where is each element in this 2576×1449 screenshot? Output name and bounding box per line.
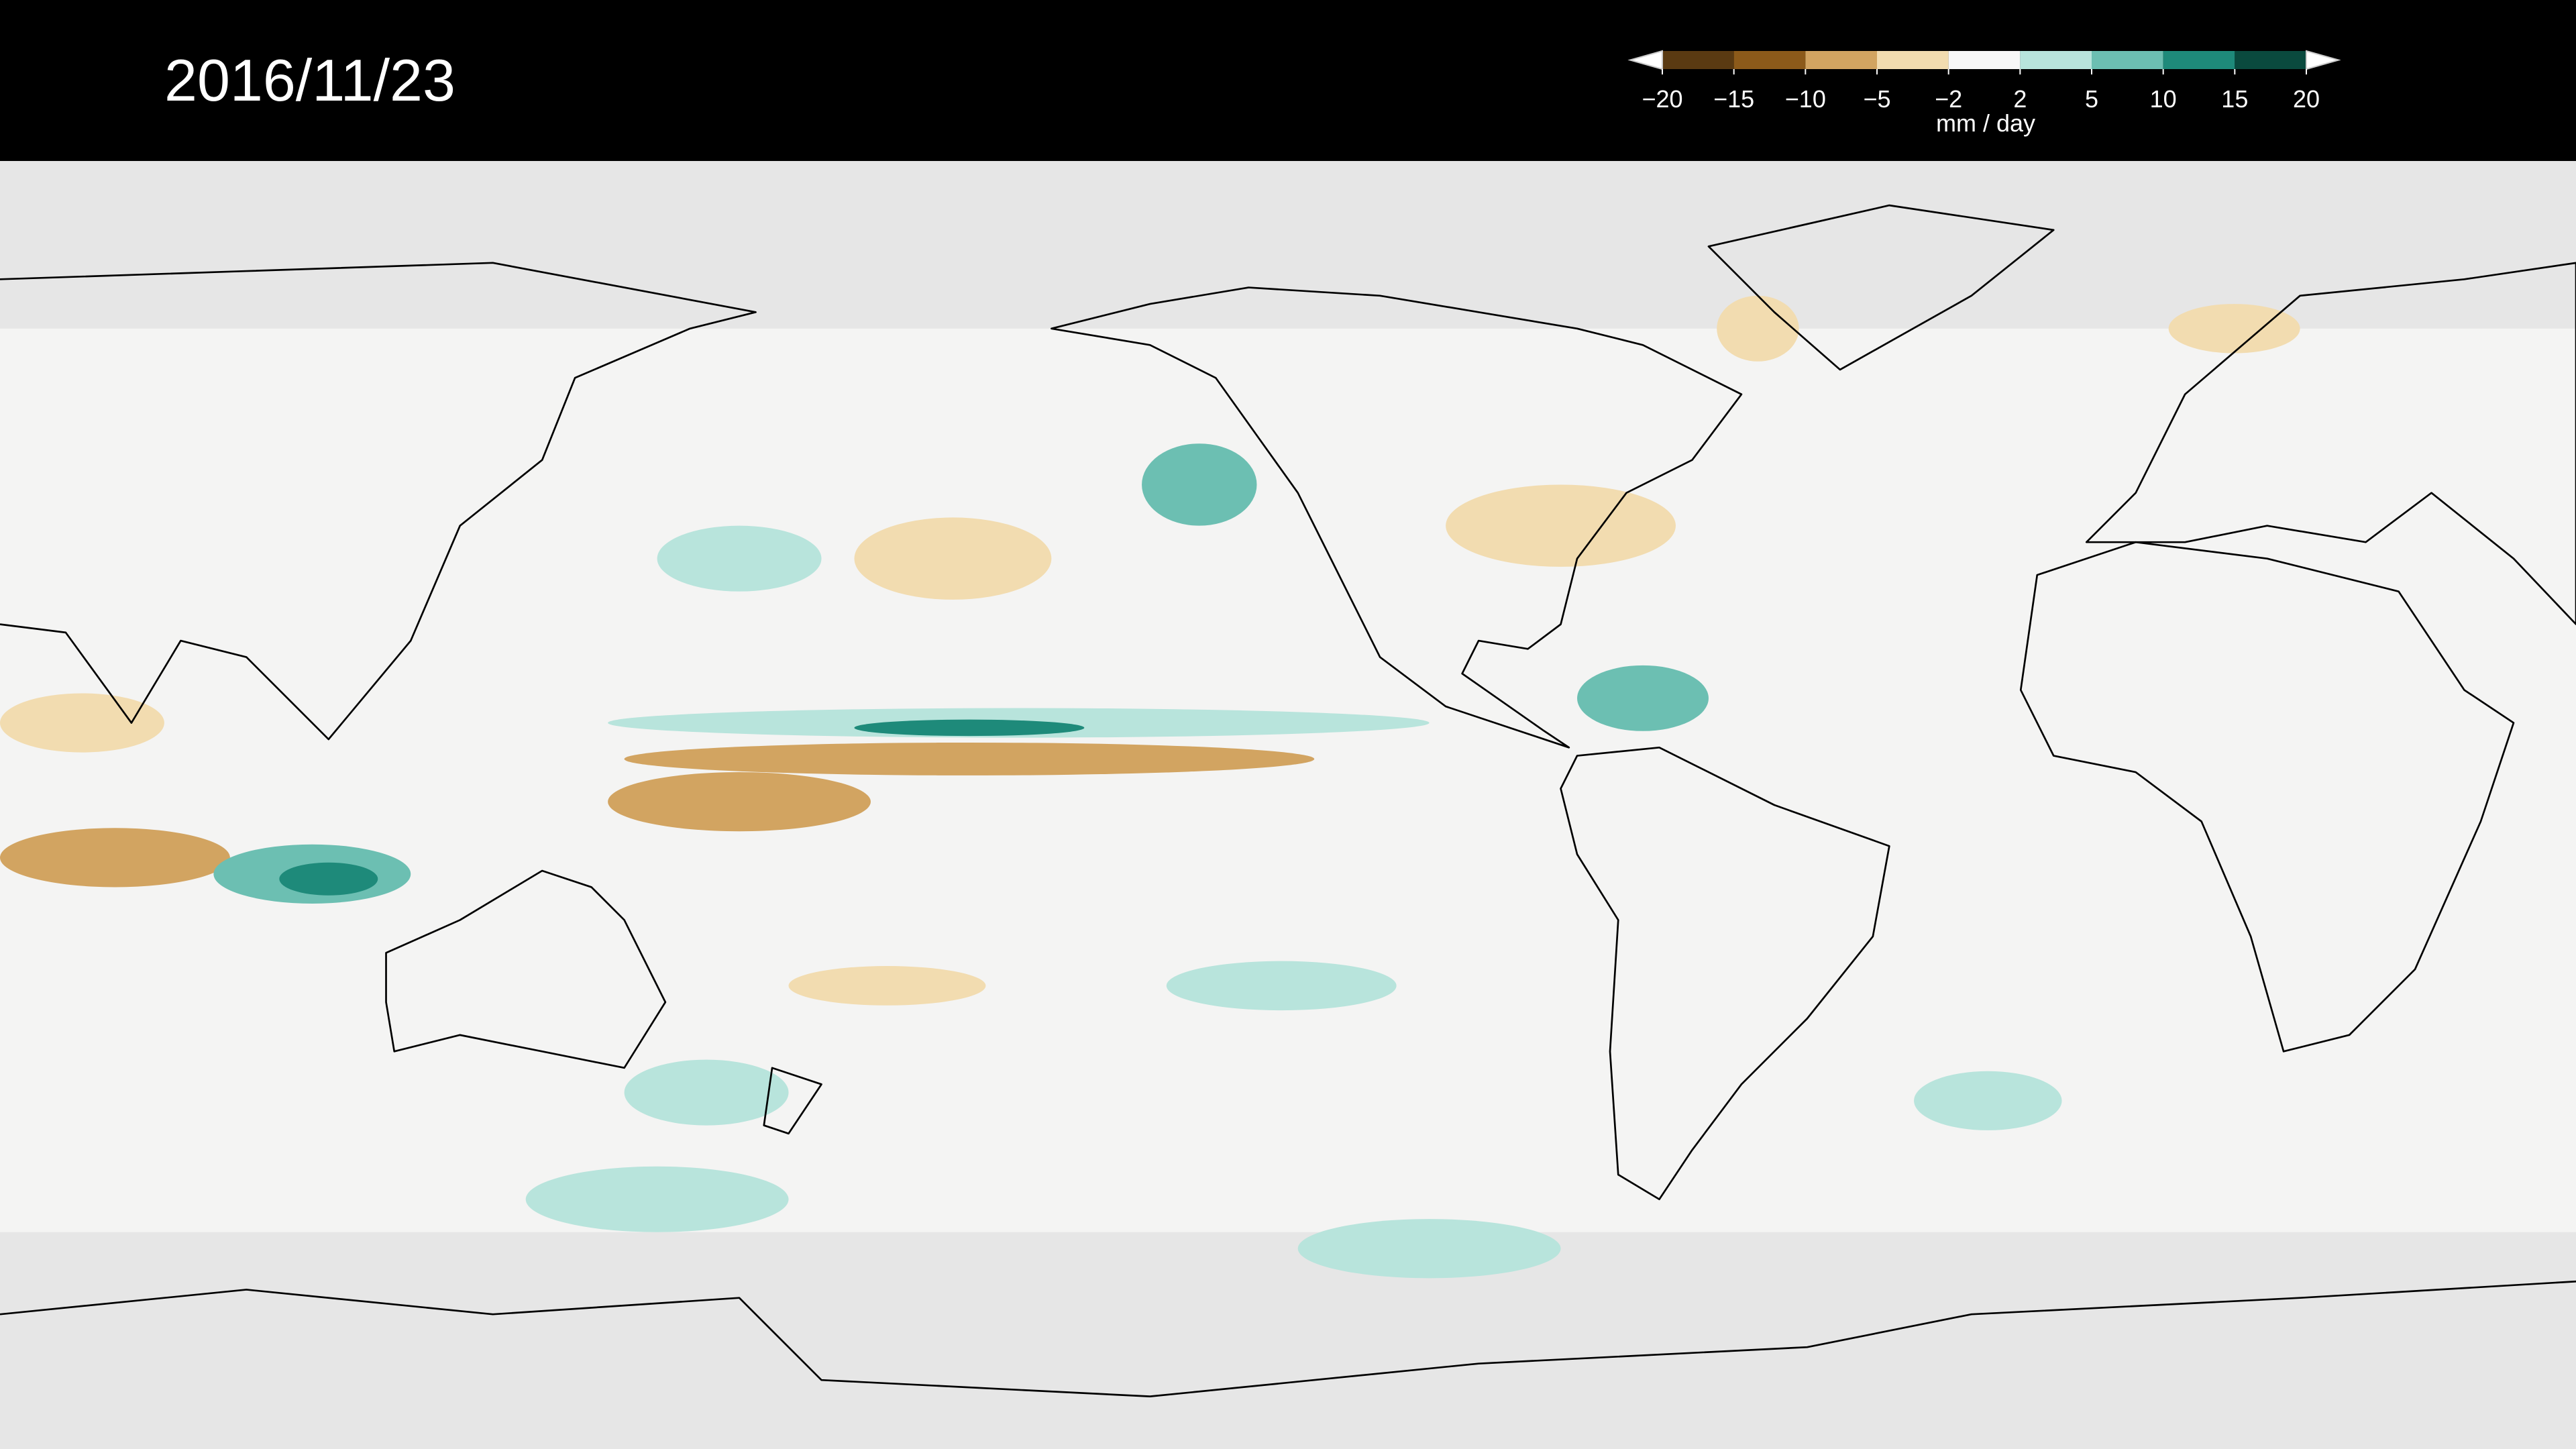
colorbar-tick-label: 15 (2221, 85, 2248, 113)
anomaly-area (0, 828, 230, 888)
colorbar-bin (1805, 51, 1877, 69)
anomaly-area (788, 966, 986, 1006)
anomaly-area (854, 719, 1085, 737)
date-title: 2016/11/23 (164, 47, 455, 113)
colorbar-bin (1662, 51, 1734, 69)
anomaly-area (1577, 665, 1709, 731)
coastline (1051, 286, 1743, 749)
anomaly-area (279, 862, 378, 896)
colorbar-tick-label: −2 (1935, 85, 1962, 113)
header-bar (0, 0, 2576, 161)
coastline (2019, 541, 2515, 1053)
anomaly-area (854, 517, 1052, 600)
colorbar-bin (2020, 51, 2092, 69)
anomaly-area (1297, 1219, 1561, 1279)
anomaly-area (624, 742, 1315, 775)
anomaly-area (525, 1166, 789, 1232)
coastline (1560, 746, 1890, 1201)
colorbar-tick-label: 10 (2150, 85, 2177, 113)
anomaly-area (1717, 295, 1799, 362)
colorbar-bin (2235, 51, 2306, 69)
colorbar-extend-high (2306, 50, 2341, 70)
colorbar-tick-label: 20 (2293, 85, 2320, 113)
anomaly-area (624, 1059, 789, 1126)
colorbar-tick-label: 2 (2013, 85, 2027, 113)
colorbar-tick-label: 5 (2085, 85, 2098, 113)
coastline (0, 1280, 2576, 1397)
map (0, 161, 2576, 1449)
coastline (763, 1067, 822, 1135)
anomaly-area (1446, 484, 1676, 567)
colorbar-tick-label: −5 (1863, 85, 1890, 113)
colorbar: −20 −15 −10 −5 −2 2 5 10 15 20 (1627, 50, 2341, 113)
ocean (0, 328, 2576, 1232)
coastline (0, 262, 757, 741)
colorbar-tick-label: −15 (1713, 85, 1754, 113)
anomaly-area (1914, 1071, 2062, 1130)
anomaly-area (1142, 443, 1257, 526)
anomaly-area (608, 772, 871, 832)
colorbar-bin (1877, 51, 1949, 69)
colorbar-bin (1733, 51, 1806, 69)
coastline (385, 869, 667, 1069)
colorbar-bin (2092, 51, 2163, 69)
colorbar-tick-label: −20 (1642, 85, 1682, 113)
colorbar-extend-low (1627, 50, 1663, 70)
colorbar-tick-label: −10 (1785, 85, 1826, 113)
colorbar-unit: mm / day (1936, 109, 2035, 137)
anomaly-area (0, 693, 164, 753)
anomaly-area (657, 525, 822, 592)
anomaly-area (1166, 961, 1397, 1011)
anomaly-area (2168, 304, 2300, 354)
coastlines (0, 204, 2576, 1397)
colorbar-bin (1948, 51, 2021, 69)
coastline (1707, 204, 2055, 371)
colorbar-bin (2163, 51, 2235, 69)
coastline (2085, 262, 2576, 625)
